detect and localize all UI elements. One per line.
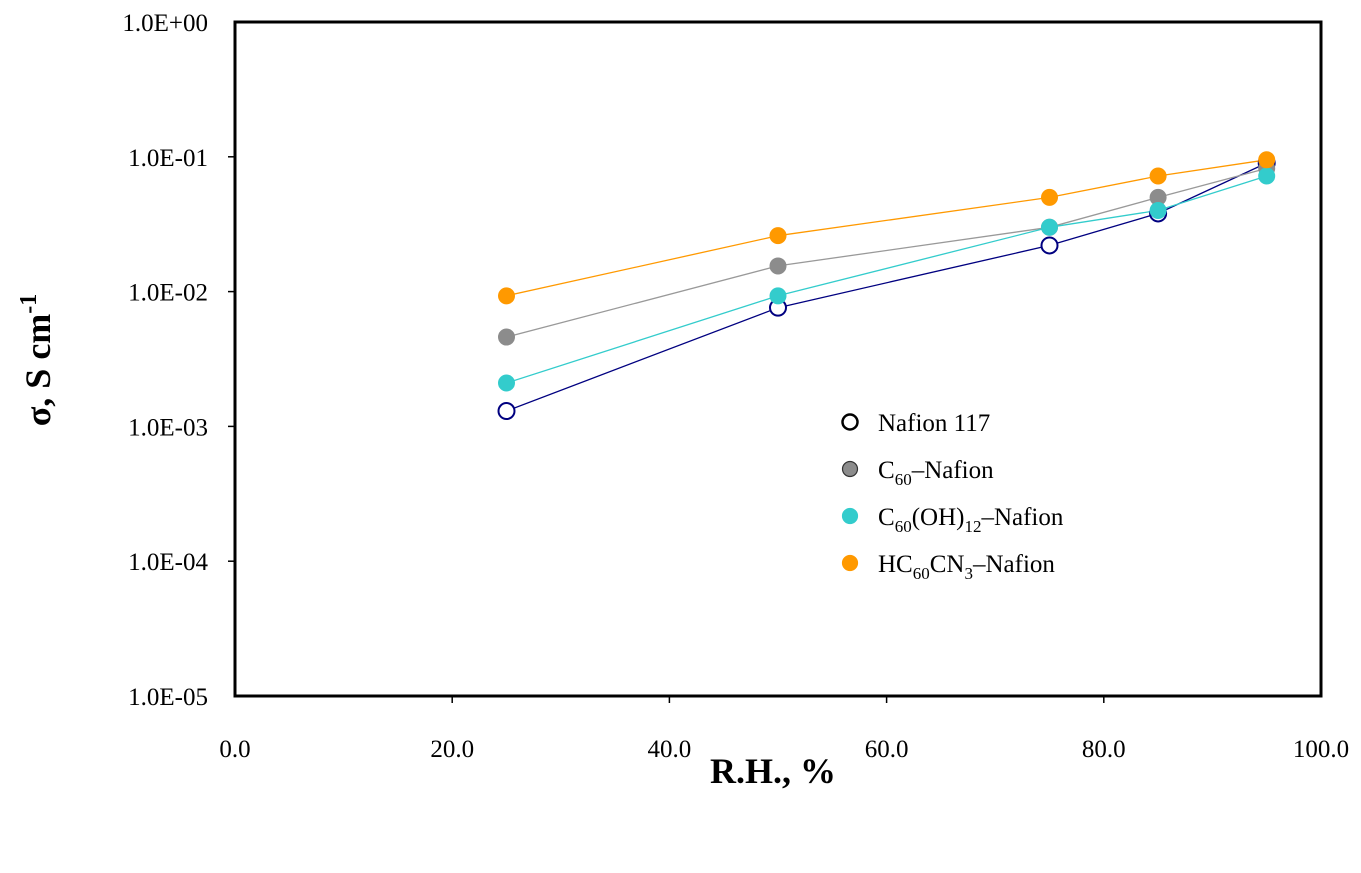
data-point bbox=[497, 402, 516, 421]
y-axis-title-main: σ, S cm bbox=[18, 314, 58, 427]
data-point bbox=[769, 287, 787, 305]
legend-marker bbox=[841, 413, 859, 431]
legend-label-part: –Nafion bbox=[972, 551, 1055, 578]
legend-marker bbox=[841, 554, 859, 572]
legend-label-part: 60 bbox=[895, 517, 912, 536]
legend-label-part: C bbox=[878, 457, 895, 484]
x-axis-title: R.H., % bbox=[710, 751, 836, 791]
legend-marker bbox=[841, 460, 859, 478]
x-tick-label: 60.0 bbox=[865, 736, 909, 763]
y-tick-label: 1.0E-04 bbox=[128, 549, 208, 576]
legend-marker bbox=[841, 507, 859, 525]
data-point bbox=[769, 257, 787, 275]
x-tick-label: 20.0 bbox=[430, 736, 474, 763]
legend-label: C60–Nafion bbox=[878, 457, 994, 489]
y-tick-label: 1.0E+00 bbox=[122, 10, 208, 37]
data-point bbox=[498, 287, 515, 305]
y-tick-label: 1.0E-05 bbox=[128, 684, 208, 711]
axes: 0.0 20.0 40.0 60.0 80.0 100.0 1.0E-05 1.0E-04 1.… bbox=[122, 10, 1349, 763]
legend-label-part: 3 bbox=[964, 564, 973, 583]
data-point bbox=[1149, 167, 1167, 185]
data-point bbox=[1258, 167, 1276, 185]
data-point bbox=[1258, 151, 1276, 169]
data-point bbox=[769, 227, 787, 245]
x-tick-label: 0.0 bbox=[219, 736, 250, 763]
legend-label-part: (OH) bbox=[912, 504, 965, 531]
plot-area bbox=[497, 151, 1276, 421]
legend-label: Nafion 117 bbox=[878, 410, 990, 437]
data-point bbox=[1040, 236, 1059, 255]
data-point bbox=[1041, 218, 1058, 236]
y-axis-title: σ, S cm-1 bbox=[16, 294, 58, 427]
y-tick-label: 1.0E-01 bbox=[128, 145, 208, 172]
legend-label-part: HC bbox=[878, 551, 913, 578]
data-point bbox=[498, 328, 515, 346]
legend-label: C60(OH)12–Nafion bbox=[878, 504, 1064, 536]
y-axis-title-superscript: -1 bbox=[16, 294, 42, 314]
legend: Nafion 117C60–NafionC60(OH)12–NafionHC60… bbox=[841, 410, 1064, 583]
legend-label-part: Nafion 117 bbox=[878, 410, 990, 437]
y-tick-label: 1.0E-02 bbox=[128, 280, 208, 307]
legend-label-part: –Nafion bbox=[980, 504, 1063, 531]
legend-label-part: 60 bbox=[913, 564, 930, 583]
data-point bbox=[1041, 188, 1058, 206]
legend-label-part: C bbox=[878, 504, 895, 531]
x-tick-label: 40.0 bbox=[648, 736, 692, 763]
plot-frame bbox=[233, 20, 1323, 698]
data-point bbox=[1149, 201, 1167, 219]
x-tick-label: 80.0 bbox=[1082, 736, 1126, 763]
legend-label-part: 12 bbox=[964, 517, 981, 536]
x-tick-label: 100.0 bbox=[1293, 736, 1349, 763]
legend-label: HC60CN3–Nafion bbox=[878, 551, 1055, 583]
legend-label-part: –Nafion bbox=[911, 457, 994, 484]
legend-label-part: 60 bbox=[895, 470, 912, 489]
y-tick-label: 1.0E-03 bbox=[128, 414, 208, 441]
legend-label-part: CN bbox=[930, 551, 965, 578]
data-point bbox=[498, 374, 515, 392]
